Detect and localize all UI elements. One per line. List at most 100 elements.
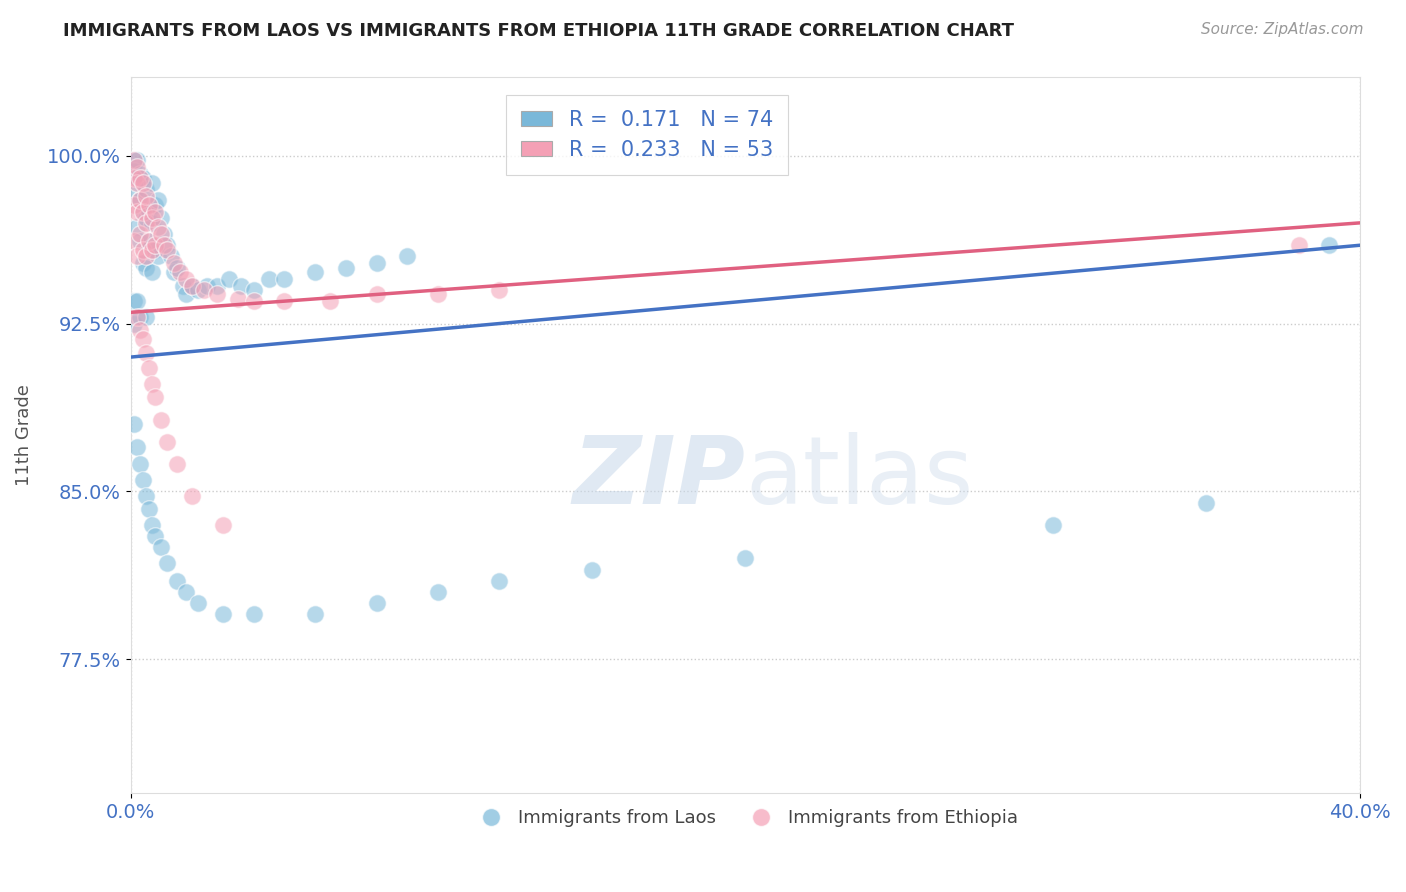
Point xyxy=(163,265,186,279)
Point xyxy=(273,272,295,286)
Point xyxy=(396,249,419,263)
Point xyxy=(156,556,179,570)
Point xyxy=(138,198,160,212)
Point xyxy=(122,171,145,186)
Point xyxy=(125,204,148,219)
Point xyxy=(135,345,157,359)
Point xyxy=(143,238,166,252)
Point xyxy=(128,227,150,241)
Point xyxy=(193,283,215,297)
Point xyxy=(122,294,145,309)
Point xyxy=(153,238,176,252)
Point xyxy=(150,413,173,427)
Point xyxy=(122,164,145,178)
Point xyxy=(132,176,155,190)
Point xyxy=(148,194,170,208)
Point xyxy=(141,216,163,230)
Point xyxy=(163,256,186,270)
Point xyxy=(1042,517,1064,532)
Point xyxy=(304,607,326,622)
Point xyxy=(128,234,150,248)
Point xyxy=(174,585,197,599)
Point xyxy=(125,294,148,309)
Point xyxy=(366,596,388,610)
Point xyxy=(125,171,148,186)
Point xyxy=(125,220,148,235)
Point xyxy=(174,272,197,286)
Point xyxy=(138,234,160,248)
Point xyxy=(242,294,264,309)
Point xyxy=(242,283,264,297)
Point xyxy=(125,310,148,324)
Point xyxy=(187,283,209,297)
Point xyxy=(128,310,150,324)
Point xyxy=(122,153,145,168)
Point xyxy=(122,317,145,331)
Point xyxy=(174,287,197,301)
Point xyxy=(128,194,150,208)
Point xyxy=(1288,238,1310,252)
Point xyxy=(125,440,148,454)
Point xyxy=(143,529,166,543)
Point xyxy=(156,435,179,450)
Point xyxy=(366,256,388,270)
Point xyxy=(257,272,280,286)
Point xyxy=(135,211,157,226)
Point xyxy=(211,517,233,532)
Point xyxy=(125,153,148,168)
Point xyxy=(132,256,155,270)
Point xyxy=(135,249,157,263)
Point xyxy=(143,198,166,212)
Point xyxy=(181,489,204,503)
Point xyxy=(218,272,240,286)
Point xyxy=(335,260,357,275)
Point xyxy=(138,502,160,516)
Point xyxy=(138,204,160,219)
Point xyxy=(181,278,204,293)
Point xyxy=(128,194,150,208)
Point xyxy=(581,563,603,577)
Point xyxy=(172,278,194,293)
Point xyxy=(150,227,173,241)
Text: ZIP: ZIP xyxy=(572,433,745,524)
Point xyxy=(153,227,176,241)
Point xyxy=(135,310,157,324)
Point xyxy=(138,361,160,376)
Point xyxy=(304,265,326,279)
Point xyxy=(156,238,179,252)
Point xyxy=(734,551,756,566)
Text: Source: ZipAtlas.com: Source: ZipAtlas.com xyxy=(1201,22,1364,37)
Text: atlas: atlas xyxy=(745,433,973,524)
Point xyxy=(138,234,160,248)
Point xyxy=(143,243,166,257)
Point xyxy=(273,294,295,309)
Point xyxy=(166,574,188,588)
Legend: Immigrants from Laos, Immigrants from Ethiopia: Immigrants from Laos, Immigrants from Et… xyxy=(465,802,1025,834)
Point xyxy=(135,260,157,275)
Point xyxy=(132,204,155,219)
Point xyxy=(132,473,155,487)
Y-axis label: 11th Grade: 11th Grade xyxy=(15,384,32,486)
Point xyxy=(156,243,179,257)
Point xyxy=(488,283,510,297)
Point xyxy=(143,390,166,404)
Point xyxy=(187,596,209,610)
Point xyxy=(135,182,157,196)
Point xyxy=(159,249,181,263)
Point xyxy=(366,287,388,301)
Point xyxy=(141,265,163,279)
Point xyxy=(205,278,228,293)
Point xyxy=(488,574,510,588)
Point xyxy=(132,204,155,219)
Point xyxy=(135,216,157,230)
Point xyxy=(181,278,204,293)
Point xyxy=(150,211,173,226)
Point xyxy=(319,294,342,309)
Point xyxy=(169,265,191,279)
Point xyxy=(122,417,145,432)
Point xyxy=(125,176,148,190)
Point xyxy=(141,376,163,391)
Point xyxy=(148,249,170,263)
Point xyxy=(125,160,148,174)
Point xyxy=(135,489,157,503)
